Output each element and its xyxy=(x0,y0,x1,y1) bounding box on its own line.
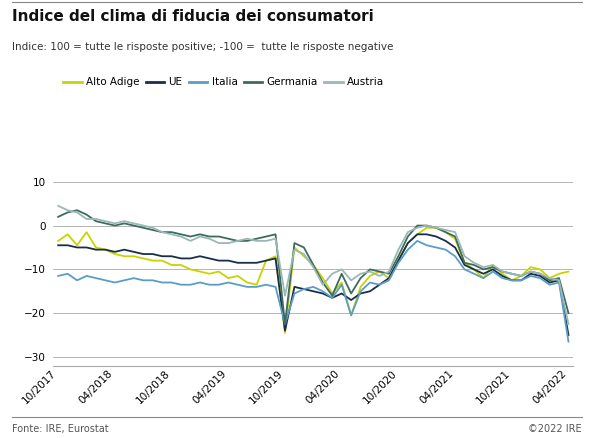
Text: Fonte: IRE, Eurostat: Fonte: IRE, Eurostat xyxy=(12,424,109,434)
Text: ©2022 IRE: ©2022 IRE xyxy=(529,424,582,434)
Legend: Alto Adige, UE, Italia, Germania, Austria: Alto Adige, UE, Italia, Germania, Austri… xyxy=(59,73,388,92)
Text: Indice: 100 = tutte le risposte positive; -100 =  tutte le risposte negative: Indice: 100 = tutte le risposte positive… xyxy=(12,42,393,52)
Text: Indice del clima di fiducia dei consumatori: Indice del clima di fiducia dei consumat… xyxy=(12,9,374,24)
